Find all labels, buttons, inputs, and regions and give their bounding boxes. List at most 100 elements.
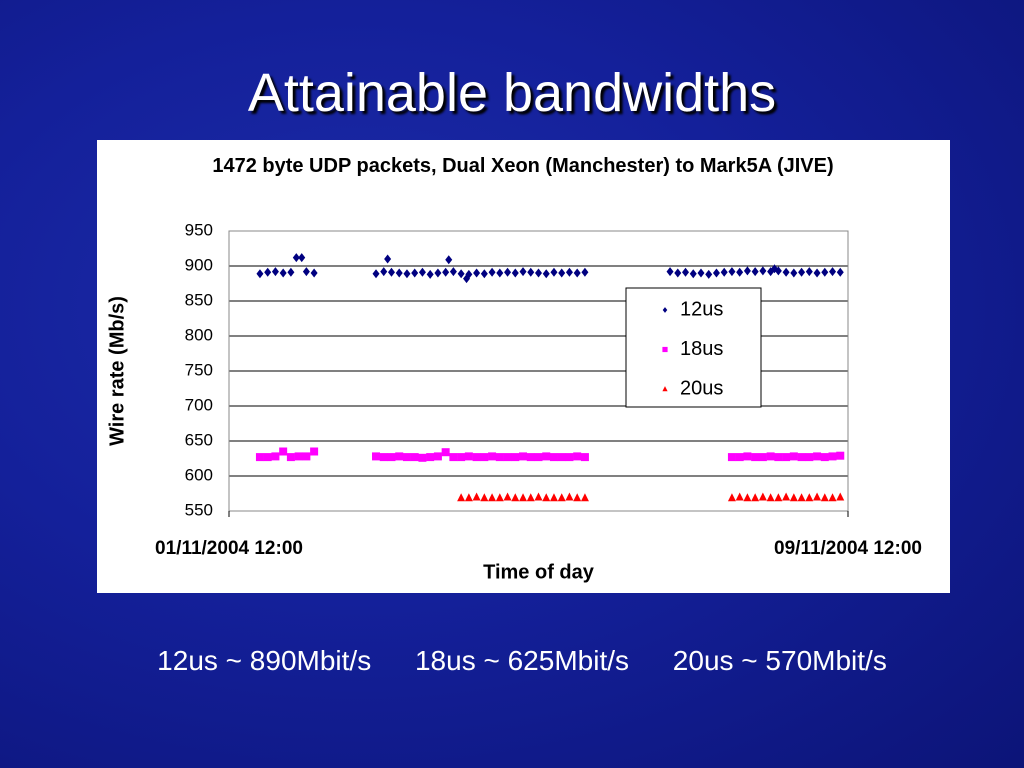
point: [519, 267, 527, 277]
caption: 18us ~ 625Mbit/s: [414, 645, 630, 676]
y-tick-label: 800: [185, 325, 213, 344]
point: [557, 453, 566, 462]
point: [442, 267, 450, 277]
point: [302, 267, 310, 277]
point: [705, 269, 713, 279]
point: [813, 268, 821, 278]
point: [411, 268, 419, 278]
point: [279, 268, 287, 278]
point: [271, 452, 280, 461]
chart-title: 1472 byte UDP packets, Dual Xeon (Manche…: [212, 155, 834, 177]
point: [495, 493, 504, 502]
point: [580, 493, 589, 502]
point: [573, 268, 581, 278]
point: [774, 453, 783, 462]
point: [310, 447, 319, 456]
point: [542, 493, 551, 502]
point: [836, 267, 844, 277]
point: [736, 267, 744, 277]
point: [751, 267, 759, 277]
point: [828, 493, 837, 502]
point: [464, 493, 473, 502]
point: [457, 269, 465, 279]
point: [805, 453, 814, 462]
point: [372, 452, 381, 461]
point: [445, 255, 453, 265]
point: [759, 266, 767, 276]
point: [473, 268, 481, 278]
point: [712, 268, 720, 278]
point: [287, 267, 295, 277]
point: [558, 268, 566, 278]
point: [488, 452, 497, 461]
y-tick-label: 550: [185, 500, 213, 519]
point: [743, 266, 751, 276]
point: [797, 493, 806, 502]
point: [534, 453, 543, 462]
point: [766, 452, 775, 461]
point: [542, 269, 550, 279]
point: [581, 267, 589, 277]
point: [302, 452, 311, 461]
point: [495, 453, 504, 462]
point: [549, 493, 558, 502]
legend-label: 20us: [680, 377, 723, 399]
y-tick-label: 850: [185, 290, 213, 309]
point: [805, 493, 814, 502]
slide-title: Attainable bandwidths: [247, 63, 777, 123]
point: [565, 453, 574, 462]
point: [526, 493, 535, 502]
legend-marker: [662, 346, 668, 353]
y-tick-label: 600: [185, 465, 213, 484]
point: [519, 493, 528, 502]
point: [441, 448, 450, 457]
chart-svg: 550 600 650 700 750 800 850 900 950 01/11/2004 12…: [106, 220, 922, 583]
point: [379, 453, 388, 462]
point: [535, 268, 542, 278]
point: [503, 453, 512, 462]
point: [549, 453, 558, 462]
point: [666, 267, 674, 277]
point: [758, 453, 767, 462]
point: [464, 452, 473, 461]
point: [820, 493, 829, 502]
point: [255, 453, 264, 462]
point: [519, 452, 528, 461]
point: [782, 267, 790, 277]
point: [457, 453, 466, 462]
point: [256, 269, 264, 279]
y-axis-label: Wire rate (Mb/s): [106, 296, 128, 446]
point: [828, 452, 837, 461]
point: [565, 267, 573, 277]
point: [504, 267, 512, 277]
point: [387, 267, 395, 277]
y-tick-label: 700: [185, 395, 213, 414]
point: [805, 267, 813, 277]
point: [565, 492, 574, 501]
point: [797, 453, 806, 462]
legend-box: [625, 287, 762, 408]
point: [472, 492, 481, 501]
x-axis-label: Time of day: [483, 561, 595, 583]
point: [384, 254, 392, 264]
point: [790, 268, 798, 278]
point: [798, 267, 806, 277]
x-tick-label: 09/11/2004 12:00: [774, 538, 922, 559]
point: [782, 453, 791, 462]
point: [511, 453, 520, 462]
point: [735, 453, 744, 462]
point: [697, 268, 705, 278]
point: [472, 453, 481, 462]
point: [534, 492, 543, 501]
legend-marker: [662, 307, 668, 313]
point: [728, 267, 736, 277]
point: [402, 453, 411, 462]
point: [766, 493, 775, 502]
point: [751, 453, 760, 462]
point: [310, 268, 318, 278]
point: [674, 268, 682, 278]
y-tick-label: 950: [185, 220, 213, 239]
point: [503, 492, 512, 501]
point: [821, 267, 829, 277]
point: [488, 493, 497, 502]
